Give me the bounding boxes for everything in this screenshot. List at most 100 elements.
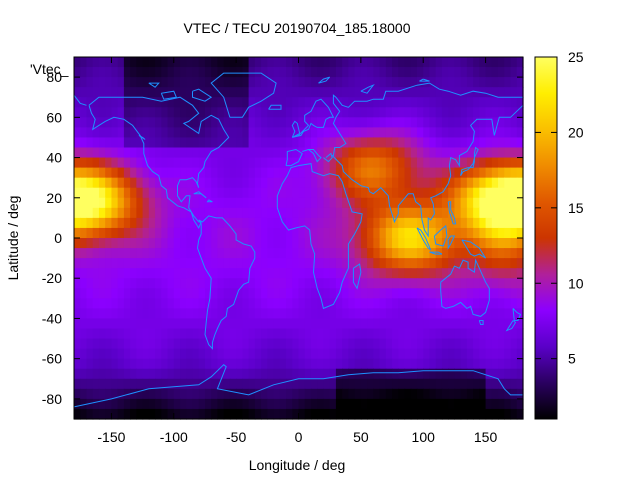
heatmap-cell (242, 137, 250, 149)
heatmap-cell (454, 308, 462, 320)
heatmap-cell (80, 378, 88, 390)
heatmap-cell (304, 227, 312, 239)
heatmap-cell (117, 288, 125, 299)
heatmap-cell (117, 197, 125, 209)
heatmap-cell (173, 77, 181, 88)
heatmap-cell (441, 107, 449, 118)
heatmap-cell (211, 137, 219, 149)
heatmap-cell (105, 97, 113, 108)
heatmap-cell (229, 238, 237, 249)
heatmap-cell (348, 258, 356, 269)
heatmap-cell (267, 177, 275, 189)
heatmap-cell (130, 358, 137, 370)
heatmap-cell (167, 57, 175, 68)
heatmap-cell (460, 248, 468, 259)
heatmap-cell (74, 368, 81, 380)
heatmap-cell (504, 197, 512, 209)
heatmap-cell (392, 348, 399, 360)
heatmap-cell (510, 238, 518, 249)
heatmap-cell (105, 268, 113, 279)
heatmap-cell (491, 318, 499, 330)
heatmap-cell (491, 278, 499, 289)
heatmap-cell (148, 127, 156, 139)
heatmap-cell (242, 67, 250, 78)
heatmap-cell (373, 358, 381, 370)
heatmap-cell (117, 328, 125, 340)
heatmap-cell (254, 137, 262, 149)
heatmap-cell (385, 378, 393, 390)
heatmap-cell (155, 398, 162, 410)
heatmap-cell (335, 187, 343, 199)
heatmap-cell (80, 258, 88, 269)
heatmap-cell (211, 258, 219, 269)
heatmap-cell (148, 288, 156, 299)
heatmap-cell (192, 338, 200, 350)
heatmap-cell (92, 308, 100, 320)
heatmap-cell (429, 368, 437, 380)
heatmap-cell (267, 328, 275, 340)
heatmap-cell (211, 117, 219, 128)
heatmap-cell (310, 328, 318, 340)
heatmap-cell (142, 368, 150, 380)
heatmap-cell (229, 207, 237, 219)
heatmap-cell (360, 398, 368, 410)
heatmap-cell (398, 288, 406, 299)
heatmap-cell (498, 388, 505, 400)
heatmap-cell (204, 117, 212, 128)
heatmap-cell (80, 308, 88, 320)
heatmap-cell (173, 167, 181, 179)
heatmap-cell (155, 87, 162, 98)
heatmap-cell (310, 408, 318, 420)
heatmap-cell (136, 67, 144, 78)
heatmap-cell (392, 408, 399, 420)
heatmap-cell (491, 248, 499, 259)
heatmap-cell (342, 207, 349, 219)
heatmap-cell (123, 288, 131, 299)
heatmap-cell (130, 117, 137, 128)
heatmap-cell (142, 57, 150, 68)
heatmap-cell (261, 67, 268, 78)
heatmap-cell (186, 368, 194, 380)
heatmap-cell (248, 268, 256, 279)
heatmap-cell (342, 328, 349, 340)
heatmap-cell (416, 207, 424, 219)
x-tick-label: 150 (474, 429, 498, 445)
heatmap-cell (229, 97, 237, 108)
heatmap-cell (404, 318, 412, 330)
heatmap-cell (92, 298, 100, 309)
heatmap-cell (273, 278, 281, 289)
heatmap-cell (441, 338, 449, 350)
heatmap-cell (92, 77, 100, 88)
heatmap-cell (105, 117, 113, 128)
heatmap-cell (485, 127, 493, 139)
heatmap-cell (466, 227, 474, 239)
heatmap-cell (360, 147, 368, 159)
heatmap-cell (136, 87, 144, 98)
heatmap-cell (180, 278, 187, 289)
heatmap-cell (117, 167, 125, 179)
heatmap-cell (217, 368, 225, 380)
heatmap-cell (286, 107, 293, 118)
heatmap-cell (261, 207, 268, 219)
heatmap-cell (223, 67, 231, 78)
heatmap-cell (342, 117, 349, 128)
heatmap-cell (80, 67, 88, 78)
heatmap-cell (279, 117, 287, 128)
heatmap-cell (441, 137, 449, 149)
heatmap-cell (410, 67, 418, 78)
heatmap-cell (261, 117, 268, 128)
heatmap-cell (279, 187, 287, 199)
heatmap-cell (292, 268, 300, 279)
heatmap-cell (98, 398, 106, 410)
heatmap-cell (180, 97, 187, 108)
heatmap-cell (180, 197, 187, 209)
heatmap-cell (429, 207, 437, 219)
heatmap-cell (267, 298, 275, 309)
heatmap-cell (348, 288, 356, 299)
heatmap-cell (516, 398, 524, 410)
heatmap-cell (354, 57, 362, 68)
heatmap-cell (186, 358, 194, 370)
heatmap-cell (167, 227, 175, 239)
heatmap-cell (342, 318, 349, 330)
heatmap-cell (155, 127, 162, 139)
